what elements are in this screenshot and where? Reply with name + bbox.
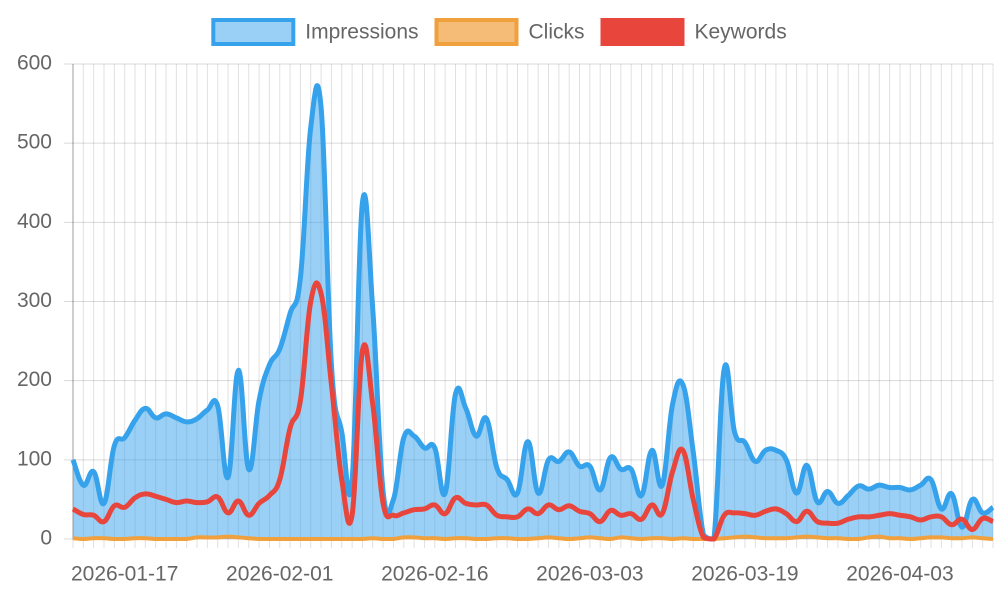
series-line: [71, 280, 995, 542]
y-tick-label: 100: [17, 447, 52, 470]
x-tick-label: 2026-02-16: [381, 563, 488, 586]
legend-swatch: [434, 18, 519, 46]
legend-label: Impressions: [305, 21, 418, 44]
legend-label: Keywords: [695, 21, 787, 44]
x-tick-label: 2026-02-01: [226, 563, 333, 586]
legend-item: Impressions: [211, 18, 419, 46]
x-tick-label: 2026-01-17: [71, 563, 178, 586]
legend: Impressions Clicks Keywords: [211, 18, 787, 46]
x-tick-label: 2026-03-03: [536, 563, 643, 586]
legend-swatch: [600, 18, 685, 46]
series-area: [73, 85, 993, 539]
y-tick-label: 300: [17, 289, 52, 312]
legend-label: Clicks: [529, 21, 585, 44]
x-tick-label: 2026-03-19: [691, 563, 798, 586]
y-tick-label: 200: [17, 368, 52, 391]
y-tick-label: 0: [40, 527, 52, 550]
legend-swatch: [211, 18, 296, 46]
x-tick-label: 2026-04-03: [846, 563, 953, 586]
legend-item: Clicks: [434, 18, 585, 46]
y-tick-label: 400: [17, 210, 52, 233]
legend-item: Keywords: [600, 18, 787, 46]
y-tick-label: 600: [17, 52, 52, 75]
series-line: [70, 83, 995, 542]
y-tick-label: 500: [17, 131, 52, 154]
series-line: [72, 534, 994, 541]
